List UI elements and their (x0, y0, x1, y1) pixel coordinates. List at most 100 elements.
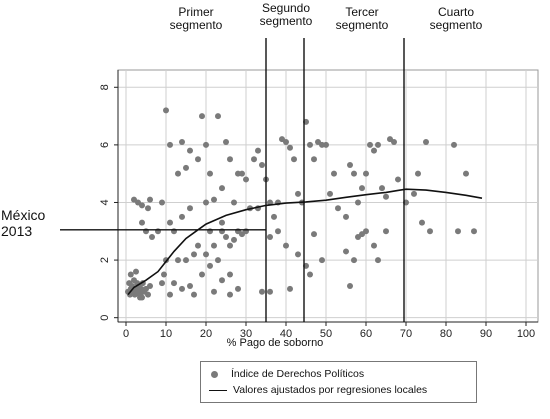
scatter-point (395, 176, 401, 183)
scatter-point (159, 199, 165, 206)
scatter-point (145, 291, 151, 298)
scatter-point (195, 242, 201, 249)
scatter-point (207, 170, 213, 177)
scatter-point (295, 251, 301, 258)
scatter-point (375, 257, 381, 264)
scatter-point (307, 271, 313, 278)
fitted-line (127, 188, 483, 296)
mexico-2013-label: México 2013 (1, 207, 46, 239)
x-tick-label: 80 (440, 328, 452, 340)
y-tick-label: 4 (99, 199, 111, 205)
scatter-point (283, 139, 289, 145)
scatter-point (411, 190, 417, 197)
scatter-point (223, 139, 229, 145)
y-tick-label: 2 (99, 257, 111, 263)
x-tick-label: 50 (320, 328, 332, 340)
scatter-point (191, 291, 197, 298)
scatter-point (343, 248, 349, 255)
scatter-point (159, 280, 165, 287)
x-tick-label: 20 (200, 328, 212, 340)
legend-item-scatter: Índice de Derechos Políticos (209, 367, 364, 381)
scatter-point (271, 213, 277, 220)
scatter-point (259, 162, 265, 169)
scatter-point (139, 202, 145, 209)
scatter-point (145, 205, 151, 212)
scatter-point (231, 199, 237, 206)
scatter-point (287, 144, 293, 151)
scatter-point (383, 228, 389, 235)
scatter-point (219, 185, 225, 192)
scatter-point (471, 228, 477, 235)
scatter-point (187, 147, 193, 154)
scatter-point (203, 141, 209, 148)
scatter-point (147, 283, 153, 289)
scatter-point (219, 277, 225, 284)
scatter-point (307, 141, 313, 148)
scatter-point (203, 199, 209, 206)
scatter-point (319, 257, 325, 264)
scatter-point (171, 280, 177, 287)
scatter-point (199, 113, 205, 120)
scatter-point (167, 291, 173, 298)
scatter-point (215, 257, 221, 264)
scatter-point (139, 219, 145, 226)
scatter-point (161, 271, 167, 278)
y-tick-label: 6 (99, 142, 111, 148)
scatter-point (211, 242, 217, 249)
scatter-point (363, 228, 369, 235)
scatter-point (183, 257, 189, 264)
scatter-point (347, 283, 353, 289)
scatter-point (215, 113, 221, 120)
scatter-point (423, 139, 429, 145)
scatter-point (371, 242, 377, 249)
scatter-point (375, 141, 381, 148)
segment-label-primer: Primer segmento (169, 5, 223, 32)
scatter-point (223, 234, 229, 241)
scatter-point (327, 190, 333, 197)
legend-line-marker (209, 389, 227, 391)
scatter-point (347, 162, 353, 169)
legend-text-scatter: Índice de Derechos Políticos (231, 368, 365, 380)
x-tick-label: 40 (280, 328, 292, 340)
scatter-point (371, 147, 377, 154)
segment-label-segundo: Segundo segmento (259, 1, 313, 28)
scatter-point (195, 156, 201, 163)
scatter-point (191, 251, 197, 258)
x-tick-label: 60 (360, 328, 372, 340)
scatter-point (175, 257, 181, 264)
scatter-point (311, 231, 317, 238)
scatter-point (211, 288, 217, 295)
scatter-point (343, 213, 349, 220)
scatter-point (239, 170, 245, 177)
legend-text-line: Valores ajustados por regresiones locale… (233, 384, 428, 396)
x-tick-label: 70 (400, 328, 412, 340)
scatter-point (207, 262, 213, 269)
scatter-point (235, 285, 241, 292)
scatter-point (187, 283, 193, 289)
scatter-point (455, 228, 461, 235)
scatter-point (167, 141, 173, 148)
scatter-point (267, 288, 273, 295)
scatter-point (311, 156, 317, 163)
scatter-point (219, 219, 225, 226)
segment-label-tercer: Tercer segmento (335, 5, 389, 32)
scatter-point (133, 268, 139, 275)
scatter-point (287, 285, 293, 292)
scatter-point (259, 288, 265, 295)
scatter-point (335, 205, 341, 212)
x-tick-label: 30 (240, 328, 252, 340)
legend-item-line: Valores ajustados por regresiones locale… (209, 383, 427, 397)
scatter-point (199, 271, 205, 278)
x-tick-label: 100 (517, 328, 535, 340)
scatter-point (227, 291, 233, 298)
scatter-point (391, 139, 397, 145)
scatter-point (331, 170, 337, 177)
scatter-point (227, 242, 233, 249)
scatter-point (451, 141, 457, 148)
scatter-point (179, 213, 185, 220)
scatter-point (355, 199, 361, 206)
scatter-point (251, 156, 257, 163)
scatter-point (243, 176, 249, 183)
x-tick-label: 90 (480, 328, 492, 340)
